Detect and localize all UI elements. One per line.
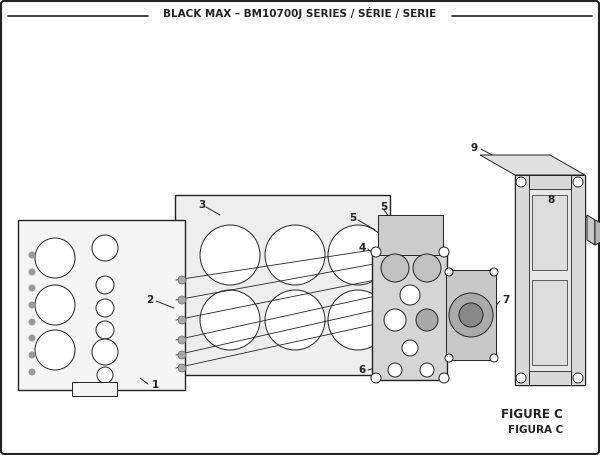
Bar [372,250,447,380]
Circle shape [388,363,402,377]
Circle shape [384,309,406,331]
Text: 2: 2 [146,295,153,305]
Circle shape [402,340,418,356]
Circle shape [371,247,381,257]
Circle shape [29,252,35,258]
Text: 8: 8 [548,195,555,205]
Text: FIGURA C: FIGURA C [508,425,563,435]
Bar [72,382,117,396]
Bar [532,195,567,270]
Text: 7: 7 [502,295,509,305]
Text: 5: 5 [349,213,356,223]
Circle shape [381,254,409,282]
Text: 6: 6 [359,365,366,375]
Bar [532,280,567,365]
Text: FIGURE C: FIGURE C [501,409,563,421]
Circle shape [200,225,260,285]
Circle shape [96,299,114,317]
Circle shape [265,225,325,285]
Circle shape [35,330,75,370]
Circle shape [439,373,449,383]
Circle shape [178,351,186,359]
Polygon shape [175,195,390,375]
Circle shape [490,268,498,276]
Polygon shape [587,215,595,245]
Circle shape [328,225,388,285]
Circle shape [416,309,438,331]
Text: BLACK MAX – BM10700J SERIES / SÉRIE / SERIE: BLACK MAX – BM10700J SERIES / SÉRIE / SE… [163,7,437,19]
Circle shape [29,319,35,325]
Circle shape [29,302,35,308]
Circle shape [328,290,388,350]
Circle shape [96,321,114,339]
Bar [378,215,443,255]
Circle shape [449,293,493,337]
Polygon shape [480,155,585,175]
Circle shape [371,373,381,383]
Text: 4: 4 [359,243,366,253]
Circle shape [29,285,35,291]
Bar [515,175,585,189]
Circle shape [178,336,186,344]
Circle shape [200,290,260,350]
Polygon shape [18,220,185,390]
Bar [571,175,585,385]
Circle shape [96,276,114,294]
Circle shape [439,247,449,257]
Bar [446,270,496,360]
Circle shape [573,373,583,383]
Text: 3: 3 [198,200,205,210]
Circle shape [29,352,35,358]
Text: 1: 1 [152,380,159,390]
Circle shape [573,177,583,187]
Text: 9: 9 [471,143,478,153]
Circle shape [516,373,526,383]
Polygon shape [515,175,585,385]
Circle shape [29,369,35,375]
Circle shape [29,269,35,275]
Circle shape [400,285,420,305]
Circle shape [490,354,498,362]
Circle shape [445,354,453,362]
Circle shape [35,285,75,325]
Circle shape [413,254,441,282]
Circle shape [178,276,186,284]
Circle shape [92,235,118,261]
Circle shape [445,268,453,276]
Bar [515,371,585,385]
Circle shape [35,238,75,278]
Circle shape [516,177,526,187]
Circle shape [178,364,186,372]
Circle shape [178,316,186,324]
Circle shape [29,335,35,341]
Circle shape [420,363,434,377]
Bar [515,175,529,385]
Text: 5: 5 [380,202,387,212]
Circle shape [265,290,325,350]
Circle shape [97,367,113,383]
Circle shape [459,303,483,327]
Circle shape [178,296,186,304]
Polygon shape [595,220,600,245]
Circle shape [92,339,118,365]
Bar [529,189,571,371]
